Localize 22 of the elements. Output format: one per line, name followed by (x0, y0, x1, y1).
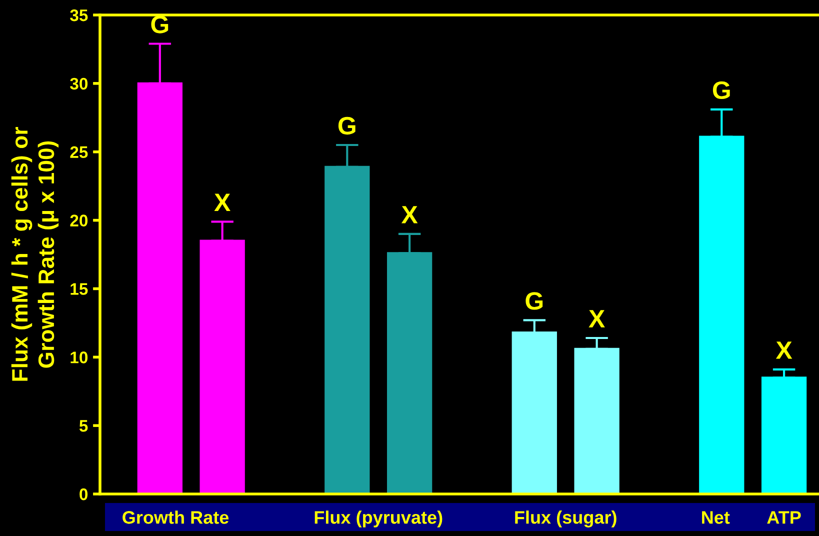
y-tick-label: 5 (79, 420, 88, 432)
text: Flux (sugar) (515, 510, 616, 528)
x-tick-label: X (588, 310, 605, 328)
y-tick-label: 15 (70, 283, 88, 295)
y-tick-label: 30 (70, 78, 88, 90)
x-tick-label: X (776, 342, 792, 359)
x-tick-label: X (214, 194, 230, 211)
text: Net (702, 511, 730, 524)
y-tick-label: 0 (80, 488, 88, 500)
text: ATP (767, 511, 801, 524)
x-tick-label: G (526, 292, 543, 310)
y-tick-label: 20 (70, 214, 88, 226)
text: Growth Rate (122, 510, 229, 524)
y-tick-label: 10 (70, 352, 88, 364)
y-tick-label: 25 (70, 146, 88, 158)
x-tick-label: G (151, 16, 168, 34)
text: Flux (pyruvate) (314, 510, 442, 528)
x-tick-label: X (401, 206, 418, 224)
x-tick-label: G (338, 116, 356, 135)
y-axis-title: Flux (mM / h * g cells) or Growth Rate (μ x 100) (11, 127, 59, 381)
y-tick-label: 35 (70, 9, 88, 22)
x-tick-label: G (712, 81, 730, 100)
